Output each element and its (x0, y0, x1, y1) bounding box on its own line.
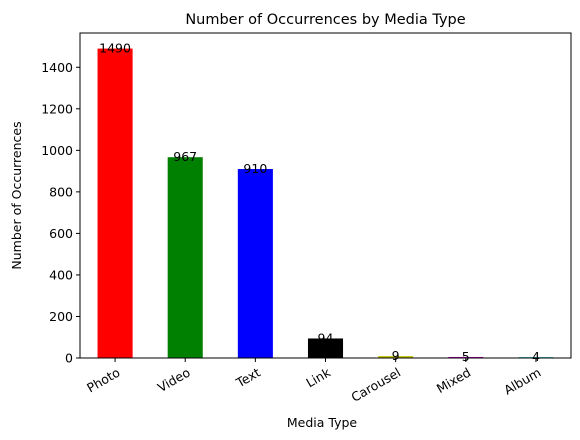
x-tick-label: Carousel (348, 365, 403, 405)
x-axis: Photo Video Text Link Carousel Mixed Album (84, 358, 543, 405)
y-tick-label: 0 (65, 351, 73, 366)
bar-text (237, 169, 273, 358)
data-label-photo: 1490 (99, 41, 131, 56)
data-label-text: 910 (243, 161, 267, 176)
y-tick-label: 600 (49, 226, 73, 241)
x-tick-label: Video (155, 365, 193, 396)
y-axis: 0 200 400 600 800 1000 1200 1400 (41, 60, 80, 366)
data-label-album: 4 (532, 349, 540, 364)
bar-mixed (448, 356, 484, 358)
plot-background (80, 33, 571, 358)
y-tick-label: 1400 (41, 60, 73, 75)
data-label-mixed: 5 (462, 349, 470, 364)
y-tick-label: 1000 (41, 143, 73, 158)
y-tick-label: 400 (49, 267, 73, 282)
y-tick-label: 1200 (41, 101, 73, 116)
data-label-video: 967 (173, 149, 197, 164)
bar-video (167, 157, 203, 358)
y-tick-label: 200 (49, 309, 73, 324)
chart-title: Number of Occurrences by Media Type (185, 12, 465, 28)
x-tick-label: Text (233, 365, 263, 391)
y-tick-label: 800 (49, 184, 73, 199)
plot-frame (79, 32, 572, 359)
x-tick-label: Mixed (434, 365, 473, 396)
bars (97, 48, 554, 359)
bar-photo (97, 48, 133, 359)
bar-carousel (378, 356, 414, 358)
data-label-carousel: 9 (392, 348, 400, 363)
x-tick-label: Album (501, 365, 543, 398)
y-axis-title: Number of Occurrences (9, 121, 24, 269)
x-axis-title: Media Type (287, 415, 358, 430)
data-labels: 1490 967 910 94 9 5 4 (99, 41, 540, 365)
data-label-link: 94 (318, 330, 334, 345)
x-tick-label: Photo (84, 365, 122, 396)
bar-link (307, 338, 344, 358)
x-tick-label: Link (303, 364, 333, 390)
